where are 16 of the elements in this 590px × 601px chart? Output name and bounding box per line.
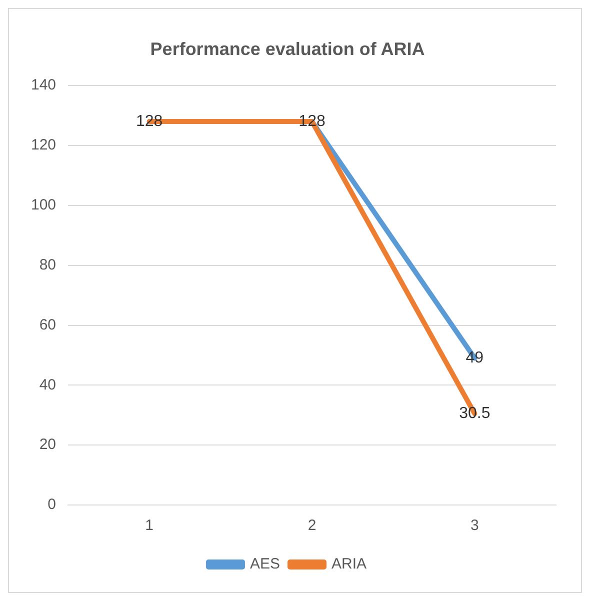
data-label: 49 — [466, 350, 484, 367]
y-tick-label: 60 — [39, 316, 56, 334]
y-tick-label: 0 — [48, 496, 56, 514]
legend-label: AES — [250, 556, 280, 573]
data-label: 30.5 — [459, 405, 490, 422]
y-tick-label: 20 — [39, 436, 56, 454]
y-tick-label: 40 — [39, 376, 56, 394]
legend-label: ARIA — [332, 556, 367, 573]
y-tick-label: 80 — [39, 256, 56, 274]
chart-title: Performance evaluation of ARIA — [150, 38, 425, 59]
x-tick-label: 2 — [308, 517, 316, 534]
y-tick-label: 100 — [30, 196, 56, 214]
y-tick-label: 120 — [30, 136, 56, 154]
x-tick-label: 3 — [470, 517, 479, 534]
y-tick-label: 140 — [30, 76, 56, 94]
x-tick-label: 1 — [145, 517, 154, 534]
